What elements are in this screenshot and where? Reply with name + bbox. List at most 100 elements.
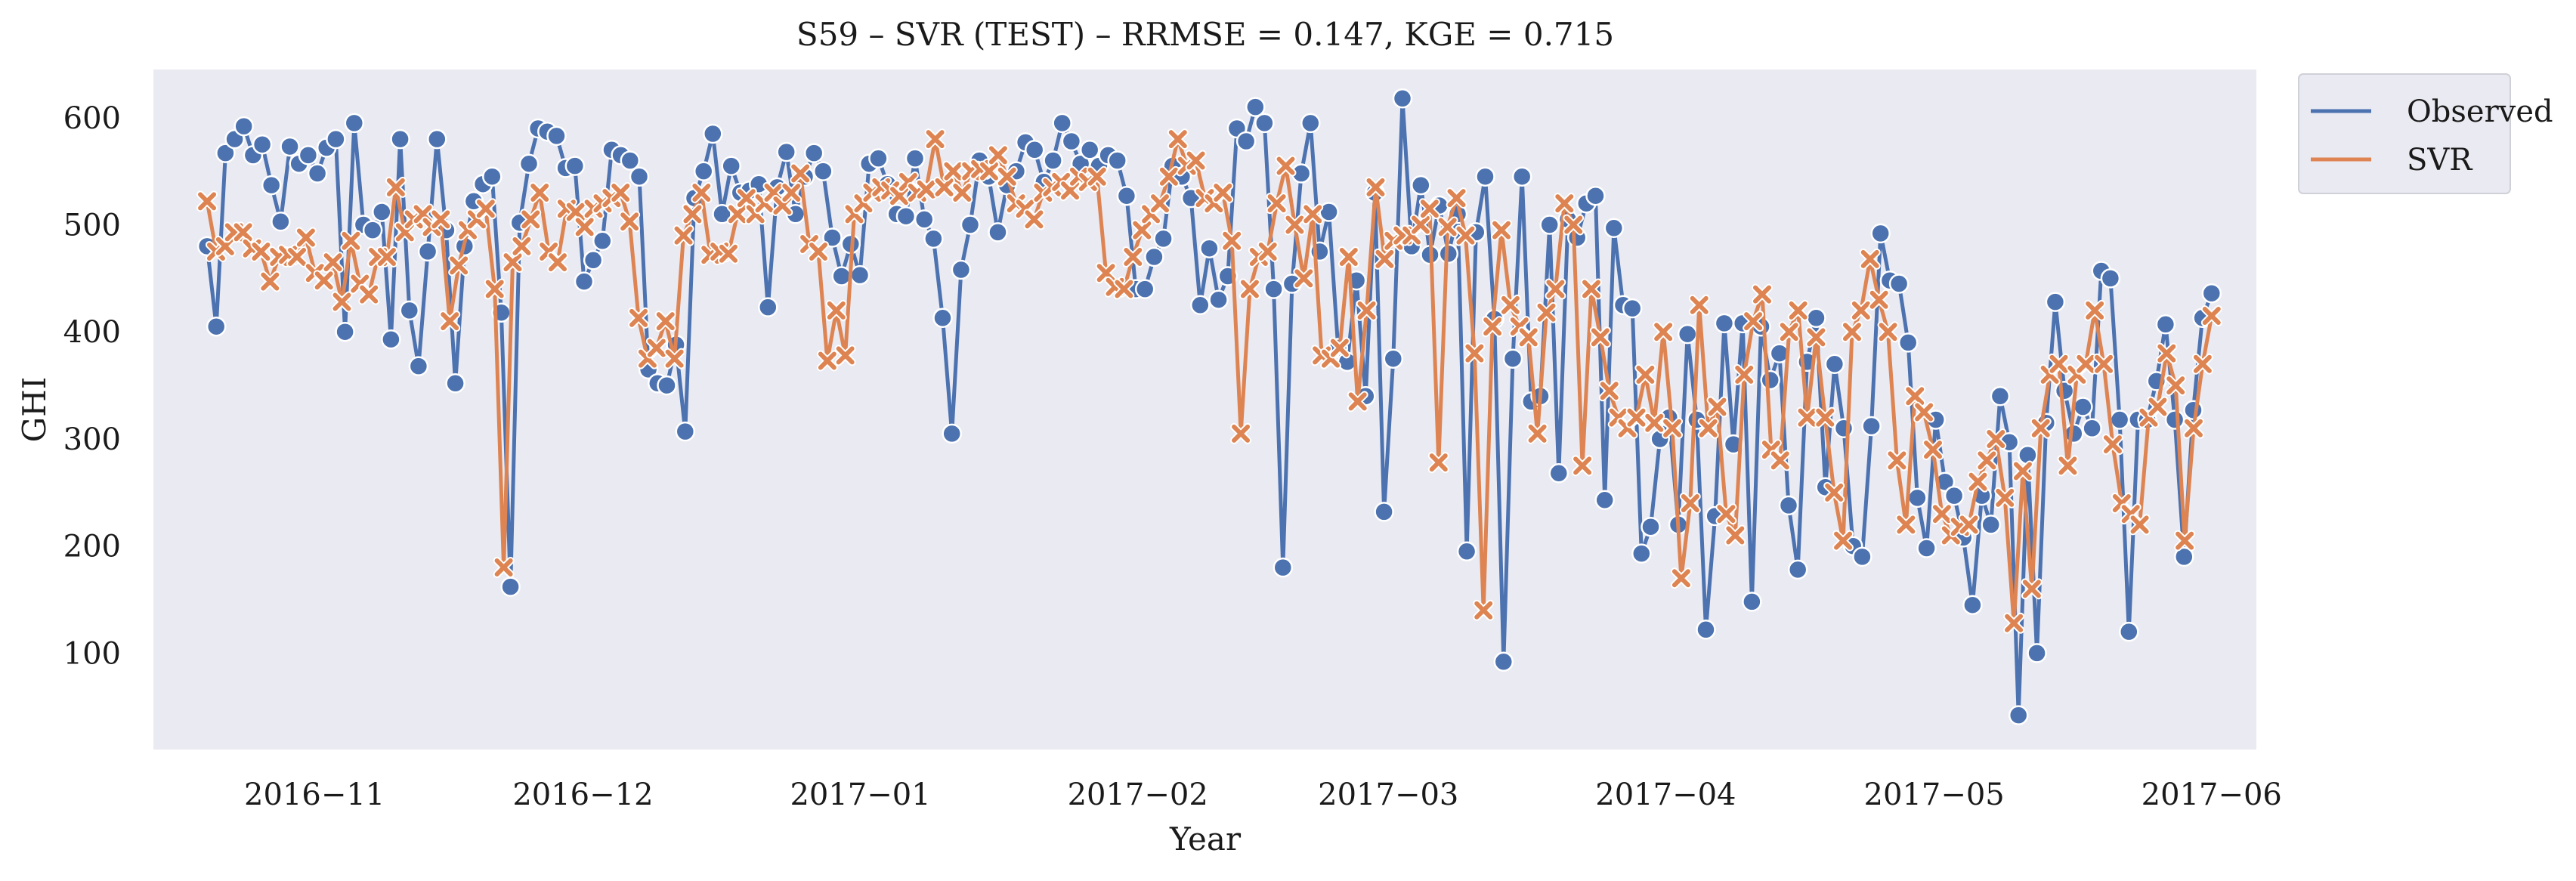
x-tick-label-0: 2016−11 [244,777,385,812]
point-svr-160 [1634,363,1656,385]
point-svr-203 [2021,578,2043,600]
point-observed-120 [1300,113,1321,134]
point-svr-50 [645,337,667,359]
point-observed-199 [2027,643,2047,663]
point-svr-121 [1284,214,1306,236]
point-observed-128 [1374,502,1394,522]
point-observed-197 [2008,705,2029,725]
point-svr-211 [2093,353,2115,375]
point-svr-128 [1347,391,1368,413]
point-svr-183 [1841,321,1863,343]
point-observed-8 [271,212,291,232]
point-observed-168 [1742,592,1762,612]
point-svr-185 [1859,248,1881,270]
point-svr-26 [430,209,452,230]
point-svr-143 [1482,316,1504,338]
point-observed-109 [1199,238,1220,258]
chart-title: S59 – SVR (TEST) – RRMSE = 0.147, KGE = … [796,16,1614,53]
point-observed-192 [1962,595,1983,615]
point-svr-157 [1607,406,1629,428]
point-svr-190 [1904,385,1926,407]
point-observed-77 [905,148,926,168]
point-svr-87 [978,160,1000,182]
series-svr [196,128,2222,634]
point-observed-110 [1208,289,1229,310]
point-svr-191 [1913,401,1935,423]
point-svr-168 [1706,396,1728,418]
point-svr-142 [1473,599,1495,621]
point-observed-14 [326,128,346,150]
point-observed-170 [1760,369,1780,391]
point-svr-36 [520,209,542,230]
point-observed-55 [703,123,723,144]
point-svr-34 [502,252,524,274]
point-observed-216 [2183,400,2203,420]
point-svr-33 [493,557,515,579]
point-svr-154 [1580,278,1602,300]
point-svr-115 [1230,422,1252,444]
point-observed-11 [298,145,319,165]
point-observed-166 [1723,434,1744,455]
x-tick-label-3: 2017−02 [1068,777,1208,812]
point-svr-220 [2174,530,2196,552]
point-svr-58 [718,243,740,264]
point-svr-21 [385,176,407,198]
point-svr-200 [1994,487,2016,509]
point-observed-6 [252,134,273,155]
point-svr-139 [1446,187,1467,209]
point-svr-37 [529,181,551,203]
point-observed-205 [2082,418,2102,439]
point-svr-52 [663,348,685,369]
point-svr-108 [1167,128,1189,150]
point-svr-198 [1976,450,1998,471]
point-svr-88 [987,144,1009,166]
y-tick-label-1: 200 [63,530,121,564]
point-observed-80 [932,308,953,329]
point-observed-141 [1493,651,1514,672]
point-svr-210 [2084,299,2106,321]
point-observed-104 [1153,228,1174,249]
point-svr-114 [1221,230,1243,252]
point-observed-139 [1475,166,1495,187]
point-observed-90 [1024,140,1045,160]
point-observed-102 [1134,279,1155,299]
point-svr-164 [1670,567,1692,589]
point-svr-199 [1985,428,2007,450]
point-observed-146 [1539,215,1560,235]
x-tick-label-1: 2016−12 [512,777,653,812]
point-svr-186 [1868,289,1890,311]
point-observed-83 [960,215,981,235]
point-observed-23 [408,356,429,376]
point-svr-166 [1688,294,1710,316]
point-observed-4 [233,116,254,137]
point-observed-78 [914,209,935,230]
y-tick-label-2: 300 [63,422,121,457]
x-tick-labels: 2016−11 2016−12 2017−01 2017−02 2017−03 2017−… [244,777,2282,812]
point-observed-96 [1079,140,1100,160]
point-svr-35 [511,235,533,257]
point-svr-172 [1743,311,1764,332]
point-svr-184 [1850,299,1872,321]
point-observed-184 [1888,274,1910,294]
point-observed-15 [335,321,355,342]
point-svr-54 [682,203,704,225]
point-observed-54 [693,161,714,181]
point-svr-14 [322,252,344,274]
point-observed-214 [2164,410,2185,430]
point-observed-50 [657,375,677,396]
point-observed-207 [2100,268,2121,289]
point-observed-165 [1714,313,1735,334]
point-svr-32 [484,278,506,300]
point-svr-204 [2030,417,2052,439]
point-svr-193 [1931,503,1953,525]
point-observed-181 [1861,416,1882,437]
x-tick-label-7: 2017−06 [2142,777,2282,812]
point-svr-68 [807,240,829,262]
y-tick-labels: 100 200 300 400 500 600 [63,101,121,672]
point-observed-185 [1897,332,1919,353]
point-svr-46 [610,181,632,203]
point-observed-100 [1116,185,1137,206]
point-svr-11 [295,227,317,249]
point-svr-188 [1886,450,1908,471]
point-observed-76 [895,206,917,227]
